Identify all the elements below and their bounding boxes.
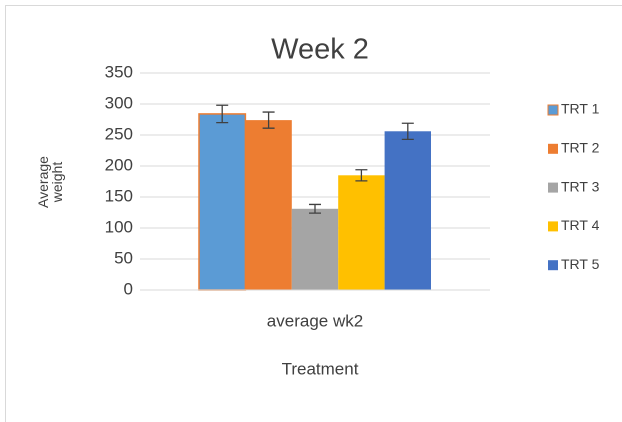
y-axis-title: Average weight xyxy=(35,156,65,208)
legend-swatch xyxy=(548,182,558,193)
error-bar xyxy=(216,104,229,124)
legend-swatch xyxy=(548,143,558,154)
y-tick-label: 150 xyxy=(105,186,133,205)
y-tick-label: 50 xyxy=(114,248,133,267)
legend-swatch xyxy=(547,104,559,116)
error-bar xyxy=(262,111,275,129)
legend-label: TRT 4 xyxy=(561,217,600,233)
y-tick-label: 250 xyxy=(105,124,133,143)
legend-swatch xyxy=(548,260,558,271)
bar xyxy=(338,175,385,290)
bar xyxy=(245,120,292,291)
legend-label: TRT 2 xyxy=(561,140,600,156)
error-bar xyxy=(309,203,321,214)
y-tick-label: 100 xyxy=(105,217,133,236)
y-tick-label: 350 xyxy=(105,62,133,81)
y-tick-label: 0 xyxy=(124,279,133,298)
y-tick-label: 300 xyxy=(105,93,133,112)
x-tick-label: average wk2 xyxy=(267,311,363,330)
bar xyxy=(198,113,247,291)
legend-swatch xyxy=(548,221,558,232)
bar xyxy=(291,208,339,290)
legend-label: TRT 1 xyxy=(561,101,600,117)
legend-label: TRT 3 xyxy=(561,178,600,194)
y-tick-label: 200 xyxy=(105,155,133,174)
legend-label: TRT 5 xyxy=(561,256,600,272)
error-bar xyxy=(355,169,368,182)
error-bar xyxy=(401,122,414,140)
chart-title: Week 2 xyxy=(271,34,369,66)
x-axis-title: Treatment xyxy=(282,359,359,378)
bar xyxy=(384,131,431,290)
